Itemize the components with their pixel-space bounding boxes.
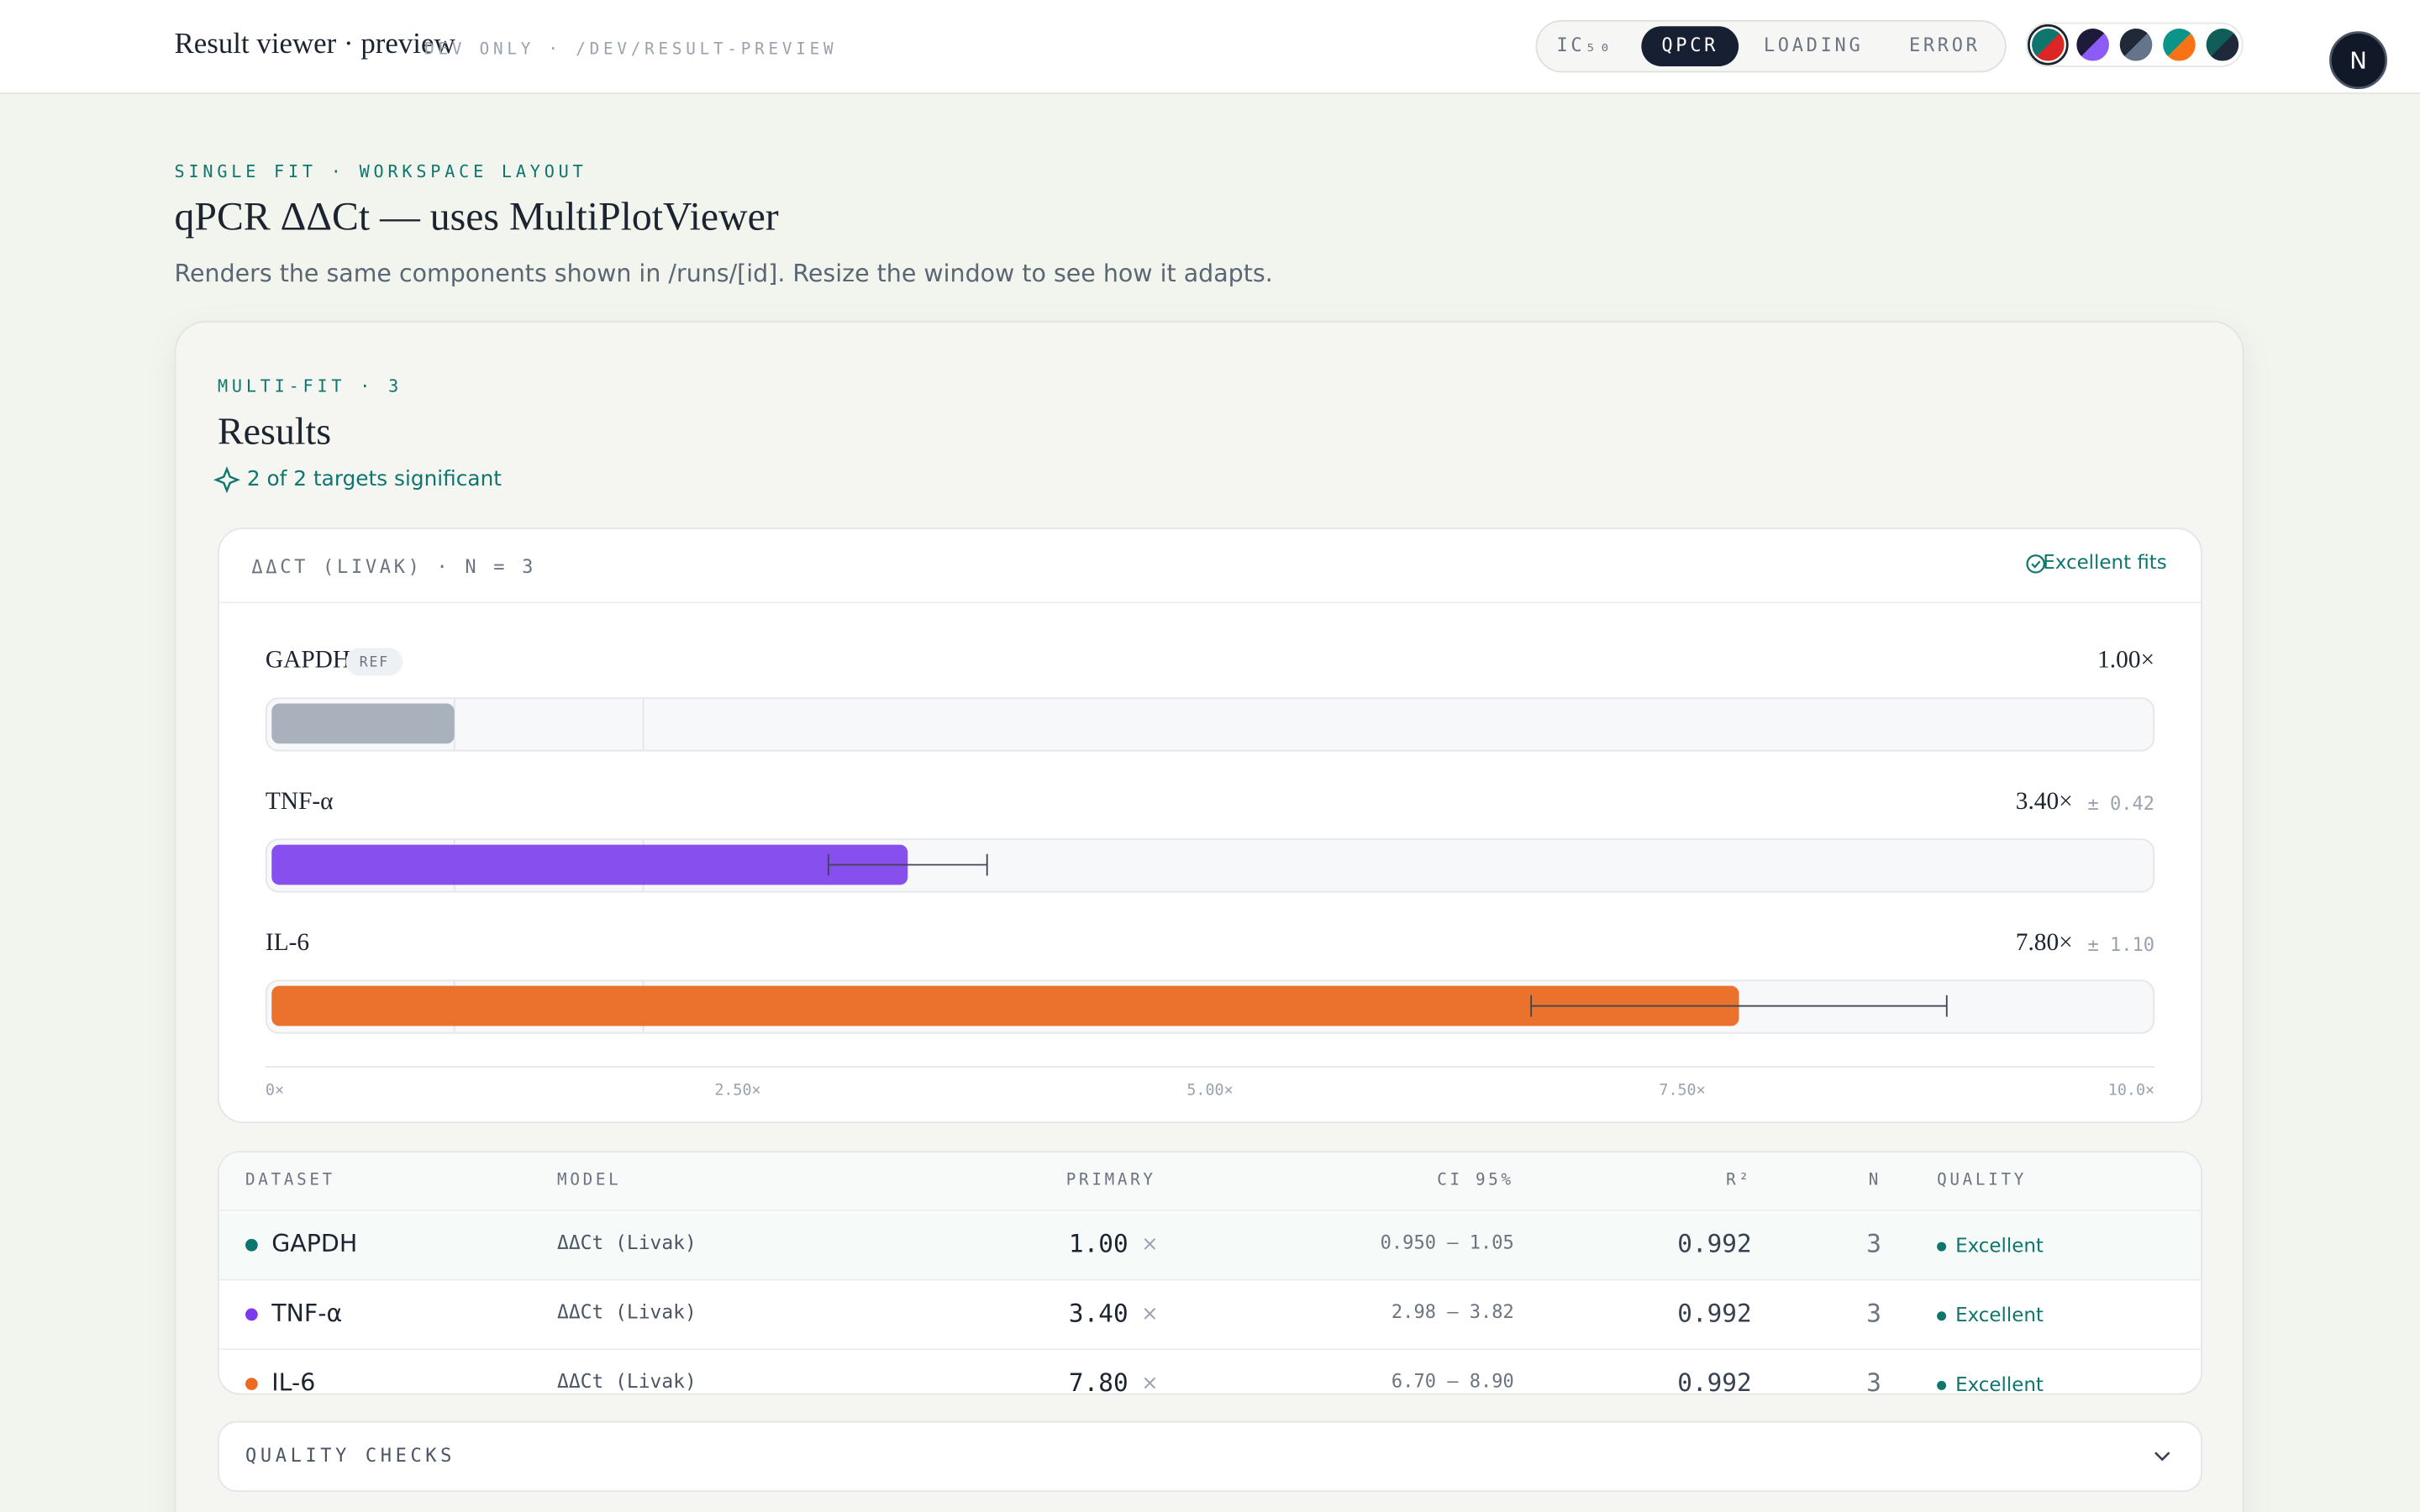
cell-r2: 0.992 [1677, 1368, 1751, 1397]
cell-unit: × [1141, 1301, 1158, 1325]
palette-selected-ring [2028, 24, 2069, 66]
tab[interactable]: LOADING [1764, 35, 1864, 56]
x-tick-label: 0× [266, 1082, 284, 1100]
results-eyebrow: MULTI-FIT · 3 [218, 376, 402, 396]
cell-unit: × [1141, 1232, 1158, 1256]
avatar-initial: N [2349, 47, 2367, 74]
ref-badge-bg [345, 648, 403, 676]
results-title: Results [218, 409, 331, 452]
cell-primary: 7.80 [1069, 1368, 1128, 1397]
row-highlight [218, 1210, 2202, 1279]
x-tick-label: 7.50× [1659, 1082, 1705, 1100]
cell-quality: Excellent [1955, 1374, 2044, 1396]
value-label: 1.00× [2097, 647, 2154, 674]
cell-r2: 0.992 [1677, 1230, 1751, 1258]
check-mark [2031, 560, 2041, 569]
cell-ci: 2.98 – 3.82 [1392, 1302, 1514, 1323]
cell-r2: 0.992 [1677, 1299, 1751, 1327]
column-header: DATASET [245, 1170, 335, 1189]
palette-swatch[interactable] [2119, 28, 2153, 61]
table-header-band [218, 1152, 2202, 1211]
column-header: PRIMARY [1066, 1170, 1156, 1189]
tab-active-bg [1641, 26, 1739, 66]
column-header: MODEL [557, 1170, 621, 1189]
tab[interactable]: QPCR [1661, 35, 1718, 56]
x-tick-label: 2.50× [714, 1082, 760, 1100]
chevron[interactable] [2154, 1452, 2170, 1462]
bar [271, 985, 1739, 1026]
value-label: 3.40× [2016, 788, 2073, 815]
cell-n: 3 [1866, 1368, 1881, 1397]
cell-dataset: TNF-α [271, 1299, 342, 1327]
palette-swatch[interactable] [2076, 28, 2109, 61]
quality-checks-label: QUALITY CHECKS [245, 1446, 455, 1467]
dev-note: DEV ONLY · /DEV/RESULT-PREVIEW [424, 39, 837, 58]
cell-quality: Excellent [1955, 1305, 2044, 1326]
error-bar [1530, 995, 1948, 1017]
row-dot [245, 1308, 258, 1321]
row-dot [245, 1238, 258, 1252]
chart-status: Excellent fits [2043, 552, 2166, 574]
quality-checks-panel[interactable] [217, 1420, 2203, 1493]
quality-dot [1937, 1380, 1947, 1390]
page-eyebrow: SINGLE FIT · WORKSPACE LAYOUT [175, 161, 587, 181]
target-label: GAPDH [266, 647, 350, 674]
page-subtitle: Renders the same components shown in /ru… [175, 260, 1273, 287]
cell-n: 3 [1866, 1230, 1881, 1258]
tabs: IC₅₀ QPCR LOADING ERROR [1556, 26, 1981, 66]
bar [271, 844, 908, 885]
target-label: TNF-α [266, 788, 334, 815]
tab[interactable]: ERROR [1909, 35, 1981, 56]
cell-model: ΔΔCt (Livak) [557, 1371, 697, 1393]
tab[interactable]: IC₅₀ [1556, 35, 1613, 56]
column-header: QUALITY [1937, 1170, 2027, 1189]
page-title: qPCR ΔΔCt — uses MultiPlotViewer [175, 195, 779, 239]
column-header: R² [1726, 1170, 1752, 1189]
cell-unit: × [1141, 1371, 1158, 1394]
bar [271, 703, 455, 744]
error-bar [827, 853, 988, 876]
chart-panel [217, 528, 2203, 1124]
sparkle-icon [213, 466, 241, 494]
column-header: N [1869, 1170, 1881, 1189]
top-bar [0, 0, 2420, 93]
target-label: IL-6 [266, 929, 309, 956]
error-label: ± 0.42 [2087, 794, 2154, 815]
cell-n: 3 [1866, 1299, 1881, 1327]
column-header: CI 95% [1437, 1170, 1514, 1189]
x-tick-label: 5.00× [1186, 1082, 1233, 1100]
significance: 2 of 2 targets significant [247, 466, 502, 491]
cell-dataset: IL-6 [271, 1369, 315, 1397]
cell-ci: 6.70 – 8.90 [1392, 1372, 1514, 1393]
bar-track [265, 697, 2155, 752]
results-table: DATASET MODEL PRIMARY CI 95% R² N QUALITY GAPDH… [218, 1152, 2202, 1397]
row-dot [245, 1378, 258, 1390]
palette-swatch[interactable] [2206, 28, 2239, 61]
cell-quality: Excellent [1955, 1236, 2044, 1257]
value-label: 7.80× [2016, 929, 2073, 956]
x-tick-label: 10.0× [2108, 1082, 2154, 1100]
error-label: ± 1.10 [2087, 935, 2154, 956]
quality-dot [1937, 1311, 1947, 1321]
palette-swatch[interactable] [2163, 28, 2196, 61]
cell-primary: 1.00 [1069, 1230, 1128, 1258]
palette-swatch[interactable] [2032, 28, 2065, 61]
cell-primary: 3.40 [1069, 1299, 1128, 1327]
cell-model: ΔΔCt (Livak) [557, 1302, 697, 1324]
app-title: Result viewer · preview [175, 27, 456, 60]
cell-model: ΔΔCt (Livak) [557, 1232, 697, 1254]
chart-title: ΔΔCT (LIVAK) · N = 3 [251, 557, 536, 578]
check-icon [2026, 554, 2045, 574]
quality-dot [1937, 1242, 1947, 1252]
cell-dataset: GAPDH [271, 1230, 357, 1257]
avatar[interactable] [2329, 31, 2387, 90]
chart: GAPDH REF 1.00× TNF-α 3.40× ± 0.42 IL-6 7.80× ± … [265, 647, 2155, 1100]
ref-badge: REF [360, 654, 389, 669]
cell-ci: 0.950 – 1.05 [1381, 1232, 1514, 1253]
